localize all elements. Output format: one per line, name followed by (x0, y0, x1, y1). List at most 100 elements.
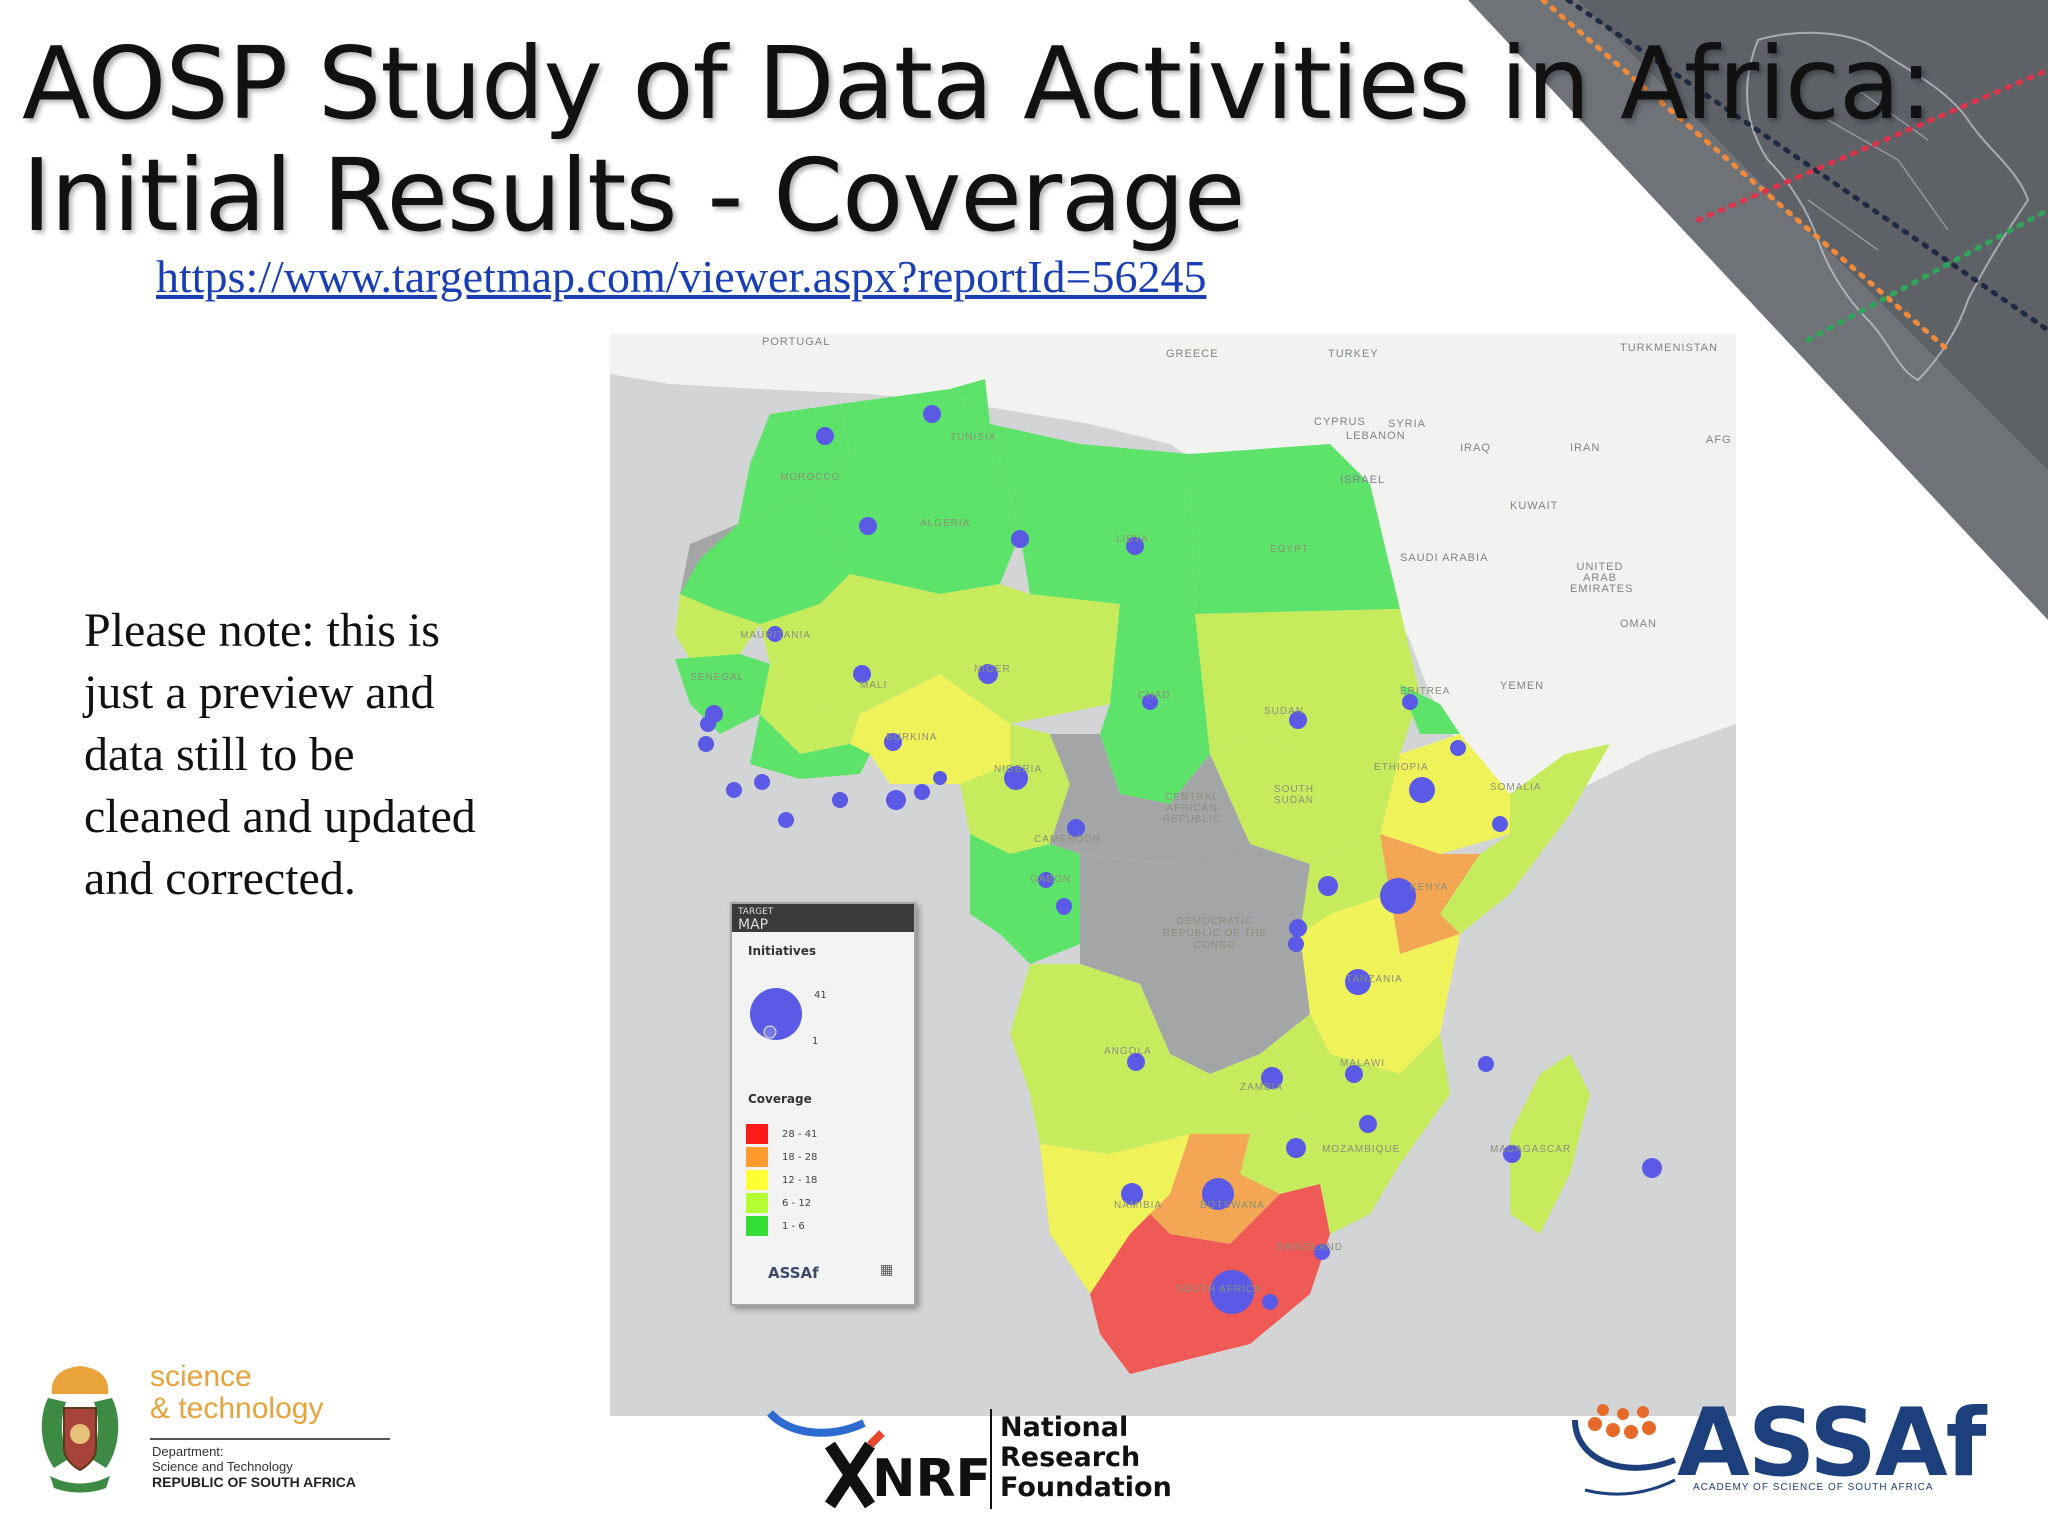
bubble (884, 733, 902, 751)
country-south-africa (1090, 1184, 1330, 1374)
legend-bin-row: 1 - 6 (746, 1216, 805, 1236)
label-botswana: BOTSWANA (1200, 1200, 1265, 1211)
bubble (1011, 530, 1029, 548)
label-morocco: MOROCCO (780, 472, 841, 483)
label-senegal: SENEGAL (690, 672, 745, 683)
bubble (1038, 872, 1054, 888)
bubble (1142, 694, 1158, 710)
country-zambia (1170, 1014, 1330, 1134)
label-libya: LIBYA (1116, 534, 1149, 545)
dst-dept-line1: Department: (152, 1444, 224, 1459)
assaf-subtitle: ACADEMY OF SCIENCE OF SOUTH AFRICA (1693, 1482, 1934, 1493)
label-kenya: KENYA (1410, 882, 1449, 893)
bubble (1057, 901, 1071, 915)
dst-technology-text: & technology (150, 1392, 324, 1425)
bubble (1126, 537, 1144, 555)
bubble (1318, 876, 1338, 896)
label-eritrea: ERITREA (1400, 686, 1451, 697)
targetmap-link[interactable]: https://www.targetmap.com/viewer.aspx?re… (156, 251, 1207, 302)
country-car (1050, 734, 1250, 864)
country-nigeria (850, 674, 1010, 784)
label-niger: NIGER (974, 664, 1011, 675)
dst-logo: science & technology Department: Science… (30, 1358, 410, 1498)
legend-size-bubble (750, 988, 802, 1040)
label-swaziland: SWAZILAND (1276, 1242, 1343, 1253)
label-yemen: YEMEN (1500, 680, 1545, 692)
country-zimbabwe (1240, 1114, 1320, 1194)
nrf-divider (990, 1409, 992, 1509)
label-south-africa: SOUTH AFRICA (1176, 1284, 1262, 1295)
label-somalia: SOMALIA (1490, 782, 1542, 793)
coat-of-arms-icon (41, 1366, 119, 1493)
bubble (1402, 694, 1418, 710)
country-gabon-congo (970, 834, 1080, 964)
country-mauritania (680, 494, 850, 624)
bubble (778, 812, 794, 828)
label-tanzania: TANZANIA (1346, 974, 1403, 985)
corner-africa-graphic (1468, 0, 2048, 620)
country-angola (1010, 964, 1210, 1154)
nrf-name-line1: National (1000, 1412, 1129, 1443)
bubble (886, 790, 906, 810)
bubble (1121, 1183, 1143, 1205)
label-nigeria: NIGERIA (994, 764, 1043, 775)
bubble (933, 771, 947, 785)
country-algeria (810, 389, 1020, 594)
legend-swatch (746, 1216, 768, 1236)
country-guinea-coast (675, 654, 770, 734)
country-namibia (1040, 1134, 1190, 1294)
bubble (1314, 1244, 1330, 1260)
country-ethiopia (1380, 734, 1510, 854)
label-iraq: IRAQ (1460, 442, 1491, 454)
bubble (832, 792, 848, 808)
legend-brand: TARGET MAP (732, 904, 914, 932)
bubble (1478, 1056, 1494, 1072)
label-mauritania: MAURITANIA (740, 630, 811, 641)
legend-initiatives-heading: Initiatives (748, 944, 817, 958)
country-libya (990, 424, 1195, 624)
label-chad: CHAD (1138, 690, 1171, 701)
legend-size-min: 1 (812, 1036, 819, 1047)
label-cameroon: CAMEROON (1034, 834, 1101, 845)
label-madagascar: MADAGASCAR (1490, 1144, 1572, 1155)
label-greece: GREECE (1166, 348, 1219, 360)
bubble (1642, 1158, 1662, 1178)
bubble (978, 664, 998, 684)
legend-bin-row: 28 - 41 (746, 1124, 817, 1144)
legend-brand-big: MAP (738, 917, 769, 933)
bubble (1359, 1115, 1377, 1133)
label-malawi: MALAWI (1340, 1058, 1386, 1069)
label-saudi-arabia: SAUDI ARABIA (1400, 552, 1489, 564)
legend-bin-row: 18 - 28 (746, 1147, 817, 1167)
label-israel: ISRAEL (1340, 474, 1386, 486)
legend-range: 12 - 18 (782, 1174, 818, 1186)
africa-coverage-map[interactable]: PORTUGAL GREECE TURKEY TURKMENISTAN SYRI… (610, 334, 1736, 1416)
label-iran: IRAN (1570, 442, 1601, 454)
initiative-bubbles (698, 405, 1662, 1314)
legend-bin-row: 6 - 12 (746, 1193, 811, 1213)
country-egypt (1190, 444, 1400, 614)
bubble (1409, 777, 1435, 803)
label-gabon: GABON (1030, 874, 1072, 885)
bubble (923, 405, 941, 423)
label-uae: UNITED ARAB EMIRATES (1570, 561, 1634, 595)
label-ethiopia: ETHIOPIA (1374, 762, 1429, 773)
nrf-name-text: National Research Foundation (1000, 1413, 1172, 1503)
bubble (1127, 1053, 1145, 1071)
legend-swatch (746, 1124, 768, 1144)
bubble (1380, 878, 1416, 914)
bubble (1450, 740, 1466, 756)
bubble (1262, 1294, 1278, 1310)
bubble (853, 665, 871, 683)
legend-resize-icon[interactable]: ▦ (880, 1262, 894, 1278)
country-sudan (1195, 609, 1420, 754)
legend-range: 1 - 6 (782, 1220, 805, 1232)
bubble (698, 736, 714, 752)
country-tanzania (1300, 894, 1460, 1074)
country-senegal (675, 594, 760, 659)
nrf-name-line3: Foundation (1000, 1472, 1172, 1503)
slide-title-line1: AOSP Study of Data Activities in Africa: (22, 25, 1933, 142)
bubble (1492, 816, 1508, 832)
dst-dept-line2: Science and Technology (152, 1459, 293, 1474)
label-egypt: EGYPT (1270, 544, 1309, 555)
